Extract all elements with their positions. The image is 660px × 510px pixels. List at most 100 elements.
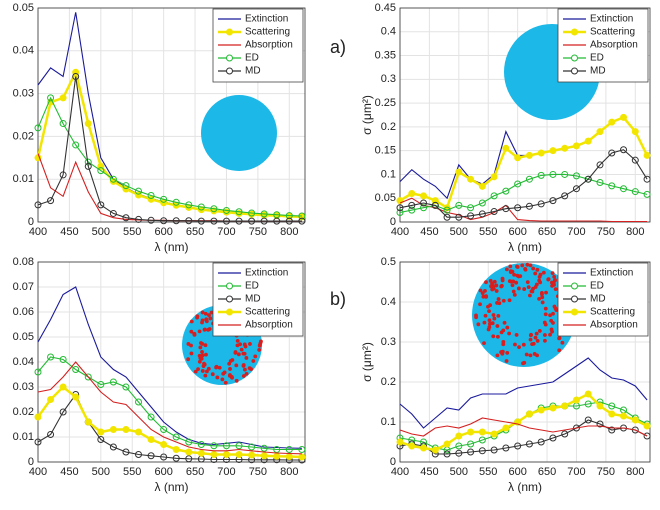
- legend-label: Extinction: [590, 14, 633, 25]
- x-tick-label: 600: [508, 226, 526, 238]
- data-marker: [260, 210, 268, 218]
- particle-dot: [495, 324, 500, 328]
- series-line: [399, 173, 648, 214]
- y-tick-label: 0.05: [13, 331, 34, 343]
- particle-dot: [203, 311, 208, 316]
- data-marker: [248, 443, 256, 451]
- particle-dot: [241, 363, 246, 367]
- series-line: [399, 392, 648, 452]
- data-marker: [620, 146, 628, 154]
- particle-dot: [525, 280, 530, 285]
- data-marker: [584, 137, 592, 145]
- particle-dot: [540, 292, 544, 297]
- data-marker: [109, 426, 117, 433]
- particle-dot: [521, 342, 526, 347]
- y-tick-label: 0.05: [375, 192, 396, 204]
- particle-dot: [189, 351, 194, 356]
- particle-dot: [482, 320, 487, 325]
- x-tick-label: 750: [597, 466, 615, 478]
- data-marker: [84, 418, 92, 426]
- legend-label: Scattering: [245, 307, 290, 318]
- data-marker: [97, 167, 105, 175]
- data-marker: [147, 452, 155, 460]
- legend-label: MD: [590, 66, 606, 77]
- particle-dot: [204, 352, 208, 357]
- data-marker: [443, 450, 451, 458]
- series-line: [37, 286, 302, 449]
- particle-dot: [203, 343, 208, 348]
- particle-dot: [540, 295, 545, 300]
- data-marker: [490, 446, 498, 454]
- data-marker: [273, 452, 281, 460]
- data-marker: [561, 192, 569, 200]
- x-tick-label: 700: [567, 226, 585, 238]
- legend-label: ED: [590, 53, 604, 64]
- particle-dot: [490, 287, 495, 292]
- particle-dot: [214, 365, 219, 370]
- data-marker: [561, 430, 569, 438]
- data-marker: [408, 201, 416, 209]
- y-tick-label: 0.04: [13, 45, 34, 57]
- data-marker: [235, 208, 243, 216]
- y-tick-label: 0: [390, 216, 396, 228]
- data-marker: [97, 201, 105, 209]
- particle-dot: [234, 363, 239, 368]
- axes-box: [37, 261, 306, 463]
- series-line: [399, 149, 648, 218]
- particle-dot: [483, 313, 488, 318]
- axes-box: [399, 7, 651, 223]
- data-marker: [455, 213, 463, 221]
- data-marker: [549, 170, 557, 178]
- particle-dot: [508, 264, 513, 269]
- data-marker: [561, 144, 569, 152]
- legend-label: Scattering: [590, 307, 635, 318]
- particle-dot: [500, 276, 505, 281]
- data-marker: [109, 443, 117, 451]
- x-tick-label: 800: [626, 226, 644, 238]
- data-marker: [431, 197, 439, 205]
- data-marker: [537, 149, 545, 157]
- data-marker: [408, 189, 416, 197]
- particle-dot: [543, 312, 548, 317]
- data-marker: [455, 168, 463, 176]
- particle-dot: [210, 372, 215, 377]
- particle-dot: [507, 331, 512, 336]
- particle-dot: [206, 366, 211, 371]
- data-marker: [514, 204, 522, 212]
- data-marker: [455, 201, 463, 209]
- legend-marker: [226, 54, 233, 62]
- particle-dot: [227, 361, 232, 366]
- particle-dot: [200, 320, 204, 325]
- data-marker: [584, 400, 592, 408]
- particle-dot: [201, 364, 206, 368]
- data-marker: [160, 195, 168, 203]
- particle-dot: [495, 301, 499, 305]
- data-marker: [490, 208, 498, 216]
- particle-dot: [474, 315, 478, 320]
- particle-dot: [200, 369, 205, 373]
- data-marker: [549, 434, 557, 442]
- x-tick-label: 700: [567, 466, 585, 478]
- particle-dot: [494, 289, 499, 293]
- data-marker: [431, 446, 439, 454]
- particle-dot: [514, 280, 519, 285]
- legend-marker: [571, 282, 578, 290]
- data-marker: [160, 426, 168, 433]
- x-tick-label: 800: [280, 226, 298, 238]
- y-tick-label: 0.01: [13, 173, 34, 185]
- y-tick-label: 0.5: [381, 256, 396, 268]
- data-marker: [248, 209, 256, 217]
- data-marker: [273, 217, 281, 225]
- particle-dot: [544, 290, 548, 295]
- data-marker: [608, 149, 616, 157]
- y-tick-label: 0.07: [13, 281, 34, 293]
- particle-dot: [533, 271, 538, 276]
- particle-dot: [551, 321, 555, 325]
- particle-dot: [511, 289, 516, 294]
- data-marker: [34, 124, 42, 132]
- particle-dot: [496, 297, 501, 301]
- x-tick-label: 650: [186, 226, 204, 238]
- data-marker: [122, 426, 130, 433]
- particle-dot: [221, 371, 226, 376]
- particle-dot: [505, 350, 510, 355]
